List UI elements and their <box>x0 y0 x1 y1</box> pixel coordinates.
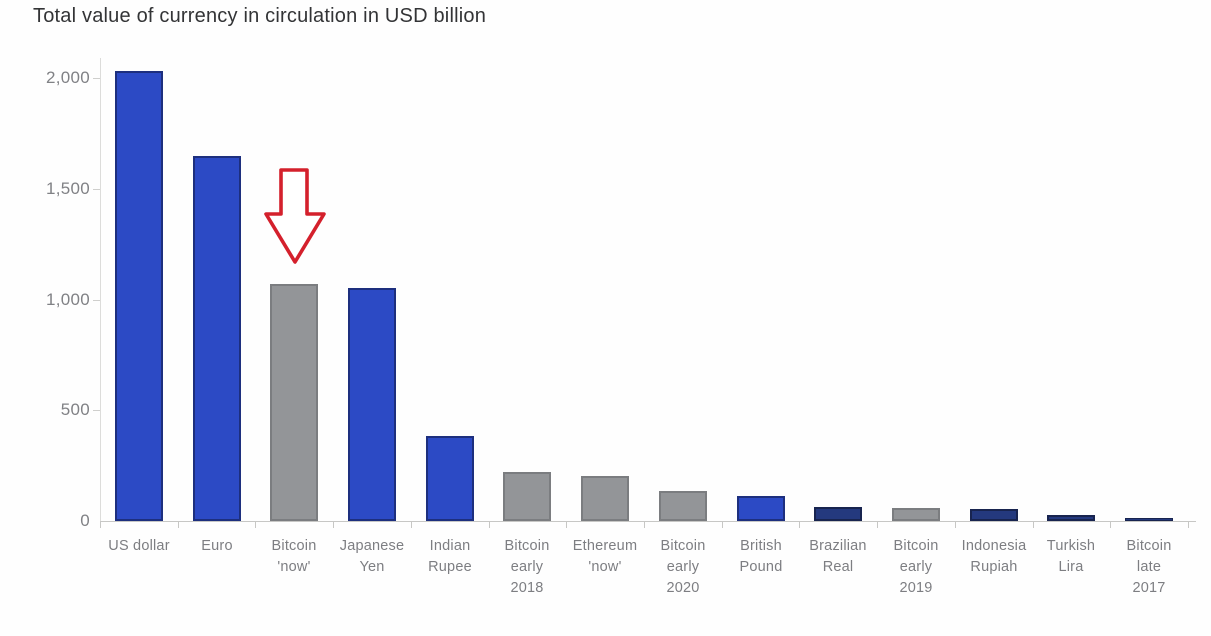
y-axis-label: 1,000 <box>45 290 90 309</box>
bar-bitcoin-early-2020 <box>659 491 707 521</box>
x-axis-label-line: Bitcoin <box>893 538 939 554</box>
x-axis-label-line: 'now' <box>277 559 311 575</box>
x-axis-label-brazilian-real: Brazilian Real <box>799 536 877 578</box>
x-axis-label-line: 'now' <box>588 559 622 575</box>
x-axis-label-line: 2017 <box>1132 580 1166 596</box>
x-axis-label-british-pound: British Pound <box>722 536 800 578</box>
bar-turkish-lira <box>1047 515 1095 521</box>
y-axis-line <box>100 58 101 521</box>
y-axis-label: 500 <box>60 400 90 419</box>
bar-british-pound <box>737 496 785 521</box>
x-axis-label-bitcoin-early-2019: Bitcoin early 2019 <box>877 536 955 599</box>
x-axis-label-line: 2020 <box>666 580 700 596</box>
x-axis-line <box>100 521 1196 522</box>
y-axis-tick <box>93 300 100 301</box>
x-axis-label-line: early <box>666 559 700 575</box>
x-axis-tick <box>566 522 567 528</box>
bar-indonesia-rupiah <box>970 509 1018 521</box>
x-axis-label-euro: Euro <box>178 536 256 557</box>
bar-brazilian-real <box>814 507 862 521</box>
x-axis-label-line: Indonesia <box>961 538 1027 554</box>
x-axis-label-line: Bitcoin <box>1126 538 1172 554</box>
x-axis-tick <box>255 522 256 528</box>
x-axis-label-line: Yen <box>359 559 385 575</box>
bar-bitcoin-late-2017 <box>1125 518 1173 521</box>
highlight-down-arrow-icon <box>264 168 326 264</box>
x-axis-label-line: Bitcoin <box>504 538 550 554</box>
x-axis-label-line: Turkish <box>1046 538 1096 554</box>
y-axis-label: 0 <box>80 511 90 530</box>
x-axis-tick <box>333 522 334 528</box>
x-axis-label-line: Brazilian <box>809 538 867 554</box>
bar-us-dollar <box>115 71 163 521</box>
x-axis-label-line: Rupee <box>428 559 472 575</box>
bar-indian-rupee <box>426 436 474 521</box>
bar-japanese-yen <box>348 288 396 521</box>
x-axis-label-line: US dollar <box>108 538 170 554</box>
x-axis-label-line: Bitcoin <box>660 538 706 554</box>
x-axis-label-line: early <box>510 559 544 575</box>
chart-title: Total value of currency in circulation i… <box>33 5 487 27</box>
x-axis-tick <box>411 522 412 528</box>
x-axis-label-indian-rupee: Indian Rupee <box>411 536 489 578</box>
x-axis-tick <box>799 522 800 528</box>
x-axis-label-line: Rupiah <box>970 559 1018 575</box>
x-axis-tick <box>1188 522 1189 528</box>
y-axis-tick <box>93 410 100 411</box>
bar-euro <box>193 156 241 521</box>
x-axis-label-line: Japanese <box>339 538 405 554</box>
y-axis-label: 1,500 <box>45 179 90 198</box>
x-axis-label-line: Euro <box>201 538 233 554</box>
x-axis-label-japanese-yen: Japanese Yen <box>333 536 411 578</box>
x-axis-label-bitcoin-now: Bitcoin 'now' <box>255 536 333 578</box>
x-axis-label-ethereum-now: Ethereum 'now' <box>566 536 644 578</box>
bar-bitcoin-early-2019 <box>892 508 940 521</box>
y-axis-label: 2,000 <box>45 68 90 87</box>
x-axis-label-bitcoin-early-2018: Bitcoin early 2018 <box>488 536 566 599</box>
x-axis-label-line: Bitcoin <box>271 538 317 554</box>
x-axis-label-line: 2019 <box>899 580 933 596</box>
x-axis-label-indonesia-rupiah: Indonesia Rupiah <box>955 536 1033 578</box>
x-axis-tick <box>877 522 878 528</box>
bar-bitcoin-early-2018 <box>503 472 551 521</box>
x-axis-label-line: 2018 <box>510 580 544 596</box>
x-axis-tick <box>722 522 723 528</box>
x-axis-label-line: Real <box>822 559 854 575</box>
x-axis-label-line: Lira <box>1058 559 1084 575</box>
x-axis-tick <box>1033 522 1034 528</box>
x-axis-tick <box>100 522 101 528</box>
x-axis-label-line: early <box>899 559 933 575</box>
x-axis-tick <box>955 522 956 528</box>
x-axis-tick <box>1110 522 1111 528</box>
x-axis-label-line: Ethereum <box>572 538 638 554</box>
bar-ethereum-now <box>581 476 629 521</box>
x-axis-label-line: Pound <box>739 559 783 575</box>
x-axis-label-bitcoin-late-2017: Bitcoin late 2017 <box>1110 536 1188 599</box>
x-axis-label-us-dollar: US dollar <box>100 536 178 557</box>
x-axis-tick <box>644 522 645 528</box>
x-axis-label-line: British <box>740 538 782 554</box>
x-axis-label-bitcoin-early-2020: Bitcoin early 2020 <box>644 536 722 599</box>
y-axis-tick <box>93 78 100 79</box>
x-axis-tick <box>178 522 179 528</box>
y-axis-tick <box>93 189 100 190</box>
x-axis-label-line: Indian <box>429 538 471 554</box>
x-axis-label-turkish-lira: Turkish Lira <box>1032 536 1110 578</box>
x-axis-label-line: late <box>1136 559 1162 575</box>
x-axis-tick <box>489 522 490 528</box>
bar-bitcoin-now <box>270 284 318 521</box>
